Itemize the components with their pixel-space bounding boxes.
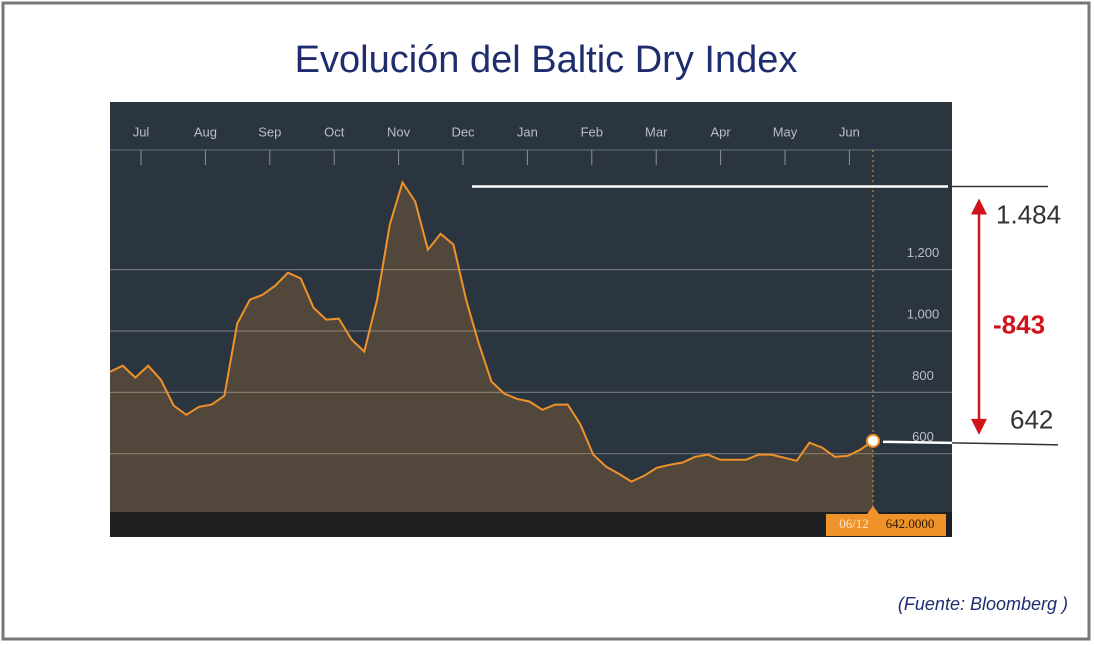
x-tick-label: Jun xyxy=(839,124,860,139)
x-tick-label: May xyxy=(773,124,798,139)
arrow-head xyxy=(971,418,987,435)
y-tick-label: 1,000 xyxy=(907,306,940,321)
arrow-head xyxy=(971,198,987,215)
x-tick-label: Nov xyxy=(387,124,411,139)
cursor-box xyxy=(826,514,946,536)
end-point xyxy=(866,433,880,448)
y-tick-label: 600 xyxy=(912,429,934,444)
x-tick-label: Feb xyxy=(581,124,603,139)
x-tick-label: Aug xyxy=(194,124,217,139)
cursor-date: 06/12 xyxy=(839,516,869,531)
annotation-label: 1.484 xyxy=(996,199,1061,229)
chart-title: Evolución del Baltic Dry Index xyxy=(295,39,798,81)
bottom-bar xyxy=(110,512,952,537)
plot-background xyxy=(110,102,952,537)
cursor-value: 642.0000 xyxy=(886,516,935,531)
x-tick-label: Jul xyxy=(133,124,150,139)
x-tick-label: Sep xyxy=(258,124,281,139)
y-tick-label: 800 xyxy=(912,368,934,383)
annotation-label: 642 xyxy=(1010,405,1053,435)
area xyxy=(110,182,873,512)
source: (Fuente: Bloomberg ) xyxy=(898,594,1068,614)
reference-line xyxy=(882,440,953,445)
x-tick-label: Oct xyxy=(324,124,345,139)
line xyxy=(109,180,874,483)
y-tick-label: 1,200 xyxy=(907,245,940,260)
x-tick-label: Apr xyxy=(710,124,731,139)
x-tick-label: Mar xyxy=(645,124,668,139)
x-tick-label: Jan xyxy=(517,124,538,139)
reference-line xyxy=(951,442,1059,446)
x-tick-label: Dec xyxy=(451,124,475,139)
annotation-label: -843 xyxy=(993,310,1045,340)
cursor-pointer xyxy=(867,506,879,514)
